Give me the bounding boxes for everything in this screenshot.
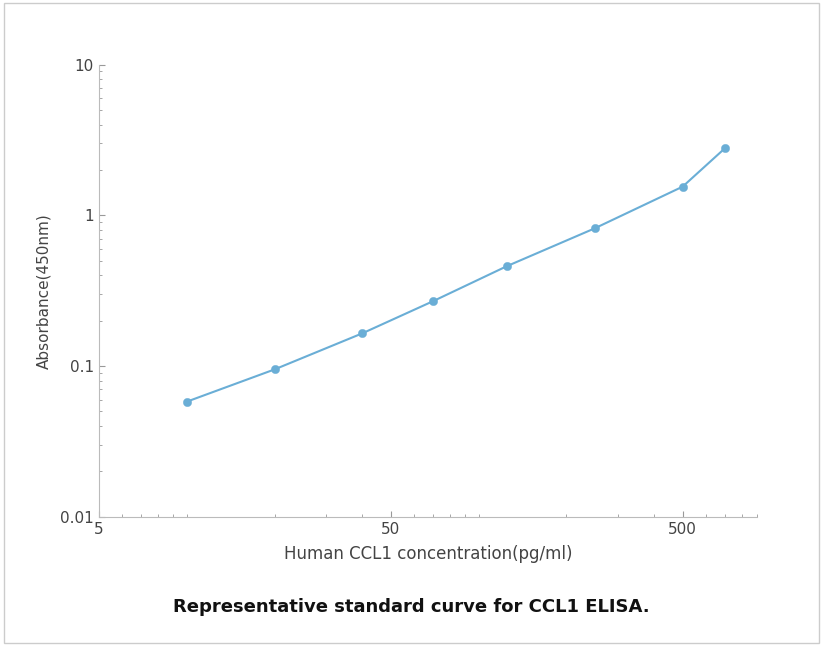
Text: Representative standard curve for CCL1 ELISA.: Representative standard curve for CCL1 E… — [173, 598, 650, 616]
Y-axis label: Absorbance(450nm): Absorbance(450nm) — [37, 213, 52, 369]
X-axis label: Human CCL1 concentration(pg/ml): Human CCL1 concentration(pg/ml) — [284, 545, 572, 563]
